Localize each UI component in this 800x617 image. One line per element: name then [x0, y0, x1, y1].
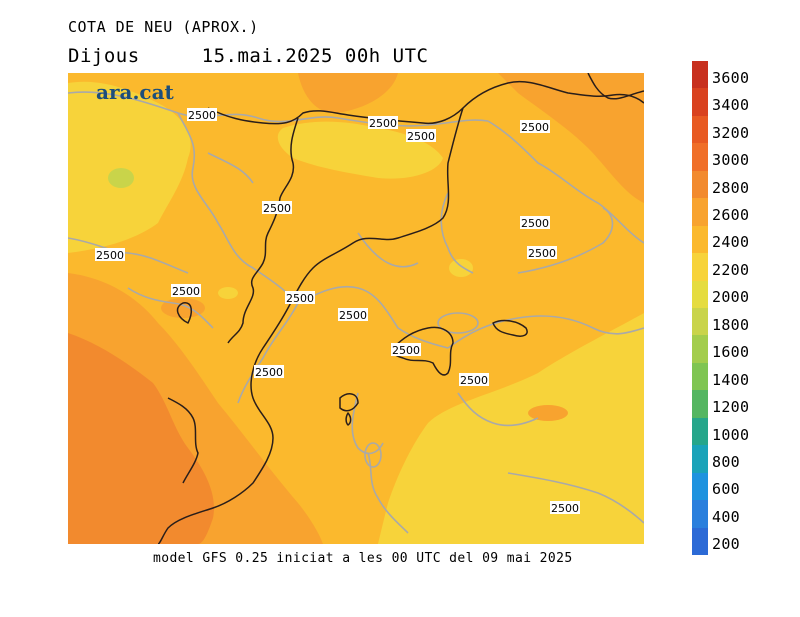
- band-2200-2400-pyrenees: [277, 121, 443, 179]
- legend-tick-label: 1000: [712, 425, 750, 444]
- contour-lines-2500: [68, 91, 644, 534]
- contour-label: 2500: [285, 291, 315, 305]
- band-2600-2800-northwest: [298, 73, 398, 114]
- legend-tick-label: 2400: [712, 233, 750, 252]
- svg-text:2500: 2500: [255, 366, 283, 379]
- svg-text:2500: 2500: [369, 117, 397, 130]
- svg-text:2500: 2500: [392, 344, 420, 357]
- contour-labels: 2500 2500 2500 2500 2500 2500 2500 2500 …: [95, 108, 580, 515]
- contour-label: 2500: [171, 284, 201, 298]
- legend-color-band: [692, 225, 708, 254]
- contour-label: 2500: [550, 501, 580, 515]
- svg-text:2500: 2500: [521, 217, 549, 230]
- legend-color-band: [692, 88, 708, 117]
- legend-color-band: [692, 362, 708, 391]
- legend-color-band: [692, 308, 708, 336]
- svg-text:2500: 2500: [263, 202, 291, 215]
- contour-label: 2500: [520, 120, 550, 134]
- band-2800-3000-southwest: [68, 333, 214, 544]
- legend-tick-label: 3400: [712, 96, 750, 115]
- model-run-caption: model GFS 0.25 iniciat a les 00 UTC del …: [153, 551, 573, 566]
- band-2000-2200-spot: [108, 168, 134, 188]
- map-subtitle: Dijous 15.mai.2025 00h UTC: [68, 45, 428, 67]
- legend-color-band: [692, 527, 708, 556]
- legend-color-band: [692, 115, 708, 144]
- legend-tick-label: 2200: [712, 260, 750, 279]
- contour-label: 2500: [391, 343, 421, 357]
- band-2200-2400-spot-c: [449, 259, 473, 277]
- band-2200-2400-north: [68, 81, 191, 253]
- legend-tick-label: 2000: [712, 288, 750, 307]
- contour-label: 2500: [254, 365, 284, 379]
- legend-color-band: [692, 335, 708, 364]
- band-2200-2400-spot-d: [218, 287, 238, 299]
- contour-label: 2500: [527, 246, 557, 260]
- legend-color-band: [692, 253, 708, 282]
- legend-color-band: [692, 61, 708, 89]
- svg-text:2500: 2500: [286, 292, 314, 305]
- legend-tick-label: 3200: [712, 123, 750, 142]
- snow-level-map: ara.cat 2500 2500 2500 2500 2500 2500 25…: [68, 73, 644, 544]
- legend-tick-label: 1600: [712, 343, 750, 362]
- contour-label: 2500: [406, 129, 436, 143]
- legend-color-band: [692, 390, 708, 419]
- legend-tick-label: 2800: [712, 178, 750, 197]
- contour-label: 2500: [262, 201, 292, 215]
- legend-color-band: [692, 472, 708, 501]
- legend-tick-label: 1400: [712, 370, 750, 389]
- contour-label: 2500: [459, 373, 489, 387]
- legend-color-band: [692, 500, 708, 529]
- band-2600-2800-spot-b: [528, 405, 568, 421]
- color-legend: [692, 61, 708, 556]
- forecast-day: Dijous: [68, 45, 140, 67]
- contour-label: 2500: [338, 308, 368, 322]
- legend-color-band: [692, 143, 708, 172]
- forecast-datetime: 15.mai.2025 00h UTC: [201, 45, 429, 67]
- svg-text:2500: 2500: [96, 249, 124, 262]
- legend-tick-label: 200: [712, 535, 740, 554]
- legend-tick-label: 800: [712, 452, 740, 471]
- legend-tick-label: 600: [712, 480, 740, 499]
- legend-color-band: [692, 280, 708, 309]
- legend-tick-label: 1200: [712, 398, 750, 417]
- svg-text:2500: 2500: [407, 130, 435, 143]
- legend-color-band: [692, 170, 708, 199]
- svg-text:2500: 2500: [188, 109, 216, 122]
- ara-cat-logo: ara.cat: [96, 80, 175, 104]
- svg-text:2500: 2500: [551, 502, 579, 515]
- legend-tick-label: 2600: [712, 205, 750, 224]
- svg-text:2500: 2500: [521, 121, 549, 134]
- legend-tick-label: 3000: [712, 151, 750, 170]
- contour-label: 2500: [368, 116, 398, 130]
- svg-text:2500: 2500: [339, 309, 367, 322]
- svg-text:2500: 2500: [172, 285, 200, 298]
- band-2600-2800-northeast: [498, 73, 644, 203]
- svg-text:2500: 2500: [528, 247, 556, 260]
- contour-label: 2500: [95, 248, 125, 262]
- legend-tick-label: 1800: [712, 315, 750, 334]
- contour-label: 2500: [187, 108, 217, 122]
- legend-color-band: [692, 198, 708, 227]
- legend-tick-label: 3600: [712, 68, 750, 87]
- legend-color-band: [692, 417, 708, 446]
- map-title: COTA DE NEU (APROX.): [68, 18, 259, 36]
- contour-label: 2500: [520, 216, 550, 230]
- svg-text:2500: 2500: [460, 374, 488, 387]
- band-2600-2800-spot-a: [161, 298, 205, 318]
- coastlines-borders: [157, 73, 644, 544]
- legend-color-band: [692, 445, 708, 474]
- legend-tick-label: 400: [712, 507, 740, 526]
